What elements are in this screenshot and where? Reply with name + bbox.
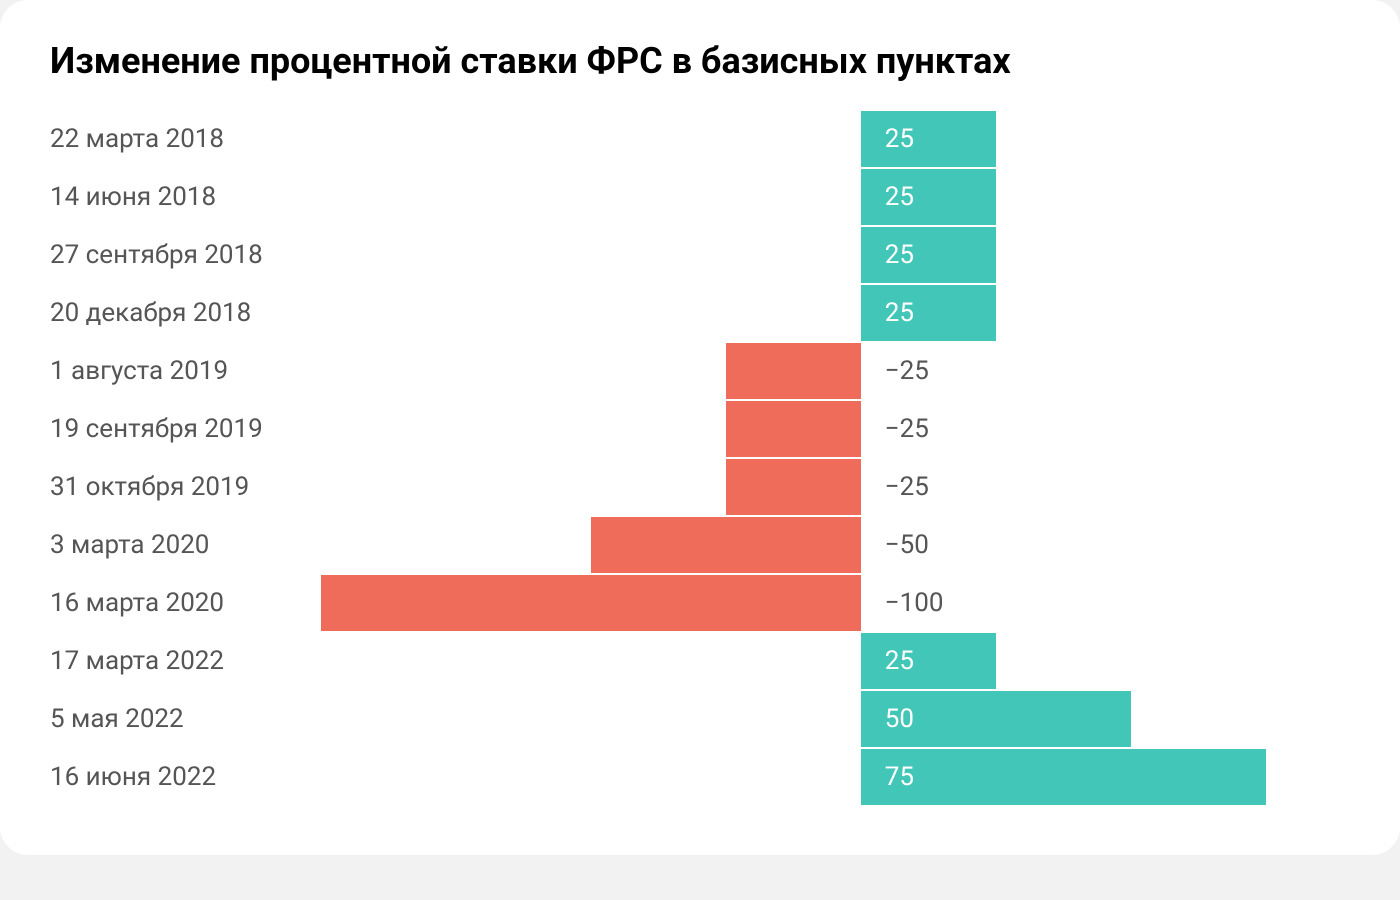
bar-positive [861, 285, 996, 341]
chart-row: 16 июня 2022 75 [50, 749, 1350, 805]
row-label: 27 сентября 2018 [50, 240, 320, 270]
chart-title: Изменение процентной ставки ФРС в базисн… [50, 40, 1350, 83]
row-label: 20 декабря 2018 [50, 298, 320, 328]
chart-row: 14 июня 2018 25 [50, 169, 1350, 225]
row-value: −50 [885, 517, 929, 573]
row-label: 5 мая 2022 [50, 704, 320, 734]
chart-row: 20 декабря 2018 25 [50, 285, 1350, 341]
chart-card: Изменение процентной ставки ФРС в базисн… [0, 0, 1400, 855]
row-plot: 25 [320, 227, 1350, 283]
row-label: 16 июня 2022 [50, 762, 320, 792]
row-value: 25 [885, 633, 914, 689]
row-plot: 25 [320, 169, 1350, 225]
row-plot: −25 [320, 343, 1350, 399]
row-value: 25 [885, 285, 914, 341]
chart-row: 22 марта 2018 25 [50, 111, 1350, 167]
row-label: 17 марта 2022 [50, 646, 320, 676]
bar-negative [726, 459, 861, 515]
chart-row: 5 мая 2022 50 [50, 691, 1350, 747]
row-label: 31 октября 2019 [50, 472, 320, 502]
row-value: 75 [885, 749, 914, 805]
row-value: −25 [885, 343, 929, 399]
chart-rows: 22 марта 20182514 июня 20182527 сентября… [50, 111, 1350, 805]
chart-row: 1 августа 2019 −25 [50, 343, 1350, 399]
row-plot: 25 [320, 633, 1350, 689]
row-plot: 25 [320, 111, 1350, 167]
row-value: −25 [885, 401, 929, 457]
row-plot: −25 [320, 401, 1350, 457]
chart-row: 16 марта 2020 −100 [50, 575, 1350, 631]
row-label: 16 марта 2020 [50, 588, 320, 618]
bar-negative [591, 517, 861, 573]
bar-positive [861, 111, 996, 167]
bar-positive [861, 169, 996, 225]
row-value: 25 [885, 111, 914, 167]
row-plot: −100 [320, 575, 1350, 631]
row-label: 1 августа 2019 [50, 356, 320, 386]
chart-row: 31 октября 2019 −25 [50, 459, 1350, 515]
row-value: −25 [885, 459, 929, 515]
row-value: −100 [885, 575, 944, 631]
row-value: 25 [885, 227, 914, 283]
bar-negative [321, 575, 861, 631]
chart-row: 17 марта 2022 25 [50, 633, 1350, 689]
row-plot: 50 [320, 691, 1350, 747]
bar-positive [861, 749, 1266, 805]
row-value: 25 [885, 169, 914, 225]
bar-positive [861, 633, 996, 689]
chart-row: 3 марта 2020 −50 [50, 517, 1350, 573]
row-plot: −50 [320, 517, 1350, 573]
bar-negative [726, 401, 861, 457]
chart-row: 19 сентября 2019 −25 [50, 401, 1350, 457]
bar-negative [726, 343, 861, 399]
row-label: 14 июня 2018 [50, 182, 320, 212]
row-plot: 75 [320, 749, 1350, 805]
row-plot: −25 [320, 459, 1350, 515]
chart-row: 27 сентября 2018 25 [50, 227, 1350, 283]
row-plot: 25 [320, 285, 1350, 341]
row-value: 50 [885, 691, 914, 747]
bar-positive [861, 227, 996, 283]
row-label: 22 марта 2018 [50, 124, 320, 154]
row-label: 3 марта 2020 [50, 530, 320, 560]
row-label: 19 сентября 2019 [50, 414, 320, 444]
